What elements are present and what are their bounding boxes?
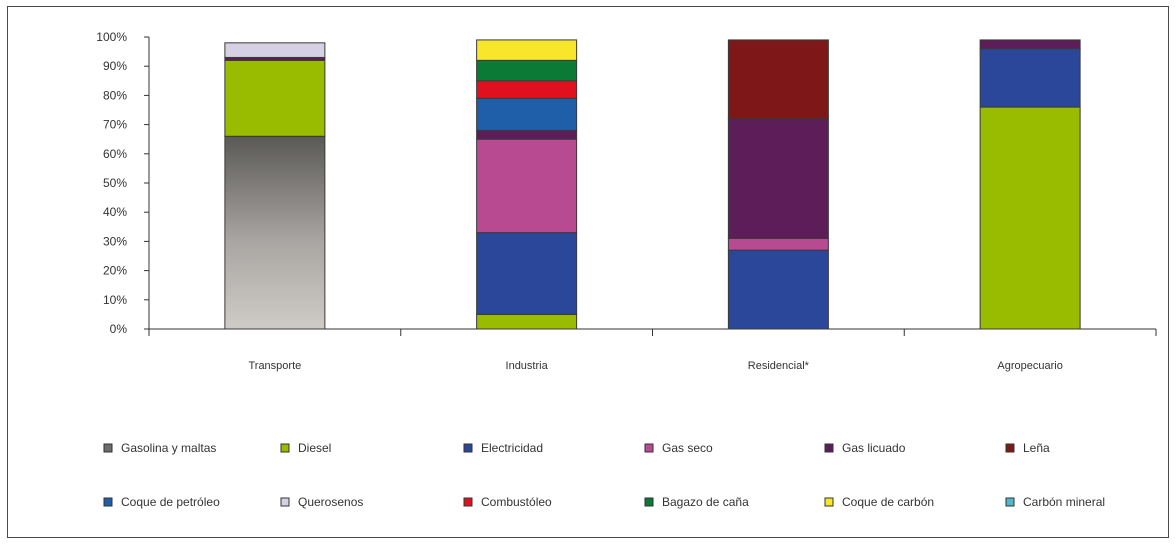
legend-swatch	[1005, 443, 1015, 453]
legend-item-diesel: Diesel	[280, 441, 331, 455]
y-tick-label: 90%	[103, 59, 127, 73]
bar-segment-industria-gas-seco	[476, 138, 578, 234]
legend-label: Gas seco	[662, 441, 713, 455]
legend-item-coque-de-carbon: Coque de carbón	[824, 495, 934, 509]
legend-swatch	[824, 497, 834, 507]
x-tick-label-agropecuario: Agropecuario	[997, 360, 1062, 372]
legend-swatch	[644, 497, 654, 507]
legend-label: Coque de carbón	[842, 495, 934, 509]
y-tick-label: 50%	[103, 176, 127, 190]
y-tick-label: 30%	[103, 234, 127, 248]
legend-item-carbon-mineral: Carbón mineral	[1005, 495, 1105, 509]
bar-stack-industria	[476, 39, 578, 330]
legend-swatch	[103, 443, 113, 453]
y-tick-label: 10%	[103, 293, 127, 307]
bar-segment-transporte-diesel	[224, 59, 326, 137]
y-tick-label: 20%	[103, 264, 127, 278]
legend-label: Carbón mineral	[1023, 495, 1105, 509]
bar-segment-residencial-electricidad	[727, 249, 829, 330]
bar-stack-agropecuario	[979, 39, 1081, 330]
legend-swatch	[824, 443, 834, 453]
legend-swatch	[1005, 497, 1015, 507]
legend-item-electricidad: Electricidad	[463, 441, 543, 455]
legend-item-gas-licuado: Gas licuado	[824, 441, 906, 455]
bar-stack-residencial	[727, 39, 829, 330]
chart-legend: Gasolina y maltas Diesel Electricidad Gas s…	[103, 441, 1105, 509]
chart-bars	[224, 39, 1081, 330]
y-tick-label: 40%	[103, 205, 127, 219]
bar-segment-transporte-querosenos	[224, 42, 326, 58]
bar-segment-industria-bagazo-de-cana	[476, 59, 578, 82]
legend-swatch	[280, 497, 290, 507]
y-tick-label: 0%	[110, 322, 128, 336]
bar-segment-residencial-lena	[727, 39, 829, 120]
legend-item-bagazo-de-cana: Bagazo de caña	[644, 495, 749, 509]
bar-segment-residencial-gas-licuado	[727, 118, 829, 239]
y-tick-label: 80%	[103, 88, 127, 102]
legend-label: Leña	[1023, 441, 1050, 455]
legend-label: Combustóleo	[481, 495, 552, 509]
x-tick-label-transporte: Transporte	[248, 360, 301, 372]
legend-item-lena: Leña	[1005, 441, 1050, 455]
legend-item-gasolina-y-maltas: Gasolina y maltas	[103, 441, 216, 455]
legend-swatch	[280, 443, 290, 453]
bar-segment-industria-combustoleo	[476, 80, 578, 99]
legend-label: Bagazo de caña	[662, 495, 749, 509]
x-tick-label-residencial: Residencial*	[748, 360, 810, 372]
bar-segment-transporte-gasolina-y-maltas	[224, 135, 326, 330]
legend-swatch	[463, 497, 473, 507]
bar-segment-agropecuario-gas-licuado	[979, 39, 1081, 50]
legend-item-combustoleo: Combustóleo	[463, 495, 552, 509]
bar-segment-industria-coque-de-petroleo	[476, 97, 578, 131]
legend-label: Querosenos	[298, 495, 363, 509]
bar-segment-industria-electricidad	[476, 232, 578, 315]
legend-label: Gasolina y maltas	[121, 441, 216, 455]
bar-segment-industria-diesel	[476, 313, 578, 330]
legend-item-gas-seco: Gas seco	[644, 441, 713, 455]
legend-label: Gas licuado	[842, 441, 906, 455]
legend-item-querosenos: Querosenos	[280, 495, 363, 509]
y-tick-label: 70%	[103, 118, 127, 132]
bar-segment-industria-coque-de-carbon	[476, 39, 578, 61]
x-tick-label-industria: Industria	[506, 360, 549, 372]
bar-segment-agropecuario-electricidad	[979, 48, 1081, 108]
y-tick-label: 60%	[103, 147, 127, 161]
bar-stack-transporte	[224, 42, 326, 330]
bar-segment-agropecuario-diesel	[979, 106, 1081, 330]
bar-segment-industria-gas-licuado	[476, 129, 578, 140]
legend-item-coque-de-petroleo: Coque de petróleo	[103, 495, 220, 509]
legend-label: Electricidad	[481, 441, 543, 455]
chart-frame	[7, 6, 1169, 538]
bar-segment-residencial-gas-seco	[727, 237, 829, 251]
legend-swatch	[103, 497, 113, 507]
legend-label: Coque de petróleo	[121, 495, 220, 509]
legend-swatch	[463, 443, 473, 453]
legend-swatch	[644, 443, 654, 453]
y-tick-label: 100%	[96, 30, 127, 44]
legend-label: Diesel	[298, 441, 331, 455]
